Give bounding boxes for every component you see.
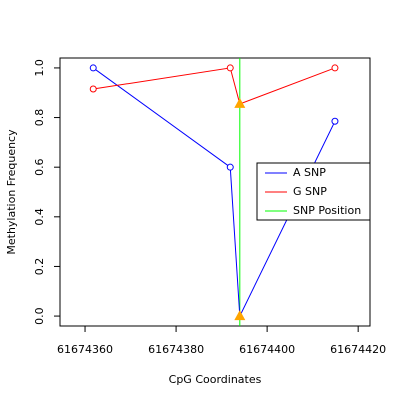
y-tick-label: 0.6 xyxy=(33,158,46,176)
legend-label: G SNP xyxy=(293,185,327,198)
y-tick-label: 1.0 xyxy=(33,59,46,77)
legend-label: A SNP xyxy=(293,166,326,179)
point xyxy=(331,117,339,125)
x-axis-label: CpG Coordinates xyxy=(169,373,262,386)
y-tick-label: 0.2 xyxy=(33,258,46,276)
legend-label: SNP Position xyxy=(293,204,361,217)
x-tick-label: 61674360 xyxy=(57,343,113,356)
y-tick-label: 0.4 xyxy=(33,208,46,226)
snp-marker xyxy=(234,310,246,321)
y-tick-label: 0.8 xyxy=(33,109,46,127)
x-tick-label: 61674400 xyxy=(239,343,295,356)
point xyxy=(226,64,234,72)
y-tick-label: 0.0 xyxy=(33,307,46,325)
point xyxy=(89,64,97,72)
series-line xyxy=(93,67,336,105)
x-tick-label: 61674420 xyxy=(330,343,386,356)
point xyxy=(89,85,97,93)
point xyxy=(226,163,234,171)
x-tick-label: 61674380 xyxy=(148,343,204,356)
snp-marker xyxy=(234,97,246,108)
y-axis-label: Methylation Frequency xyxy=(5,129,18,255)
point xyxy=(331,64,339,72)
